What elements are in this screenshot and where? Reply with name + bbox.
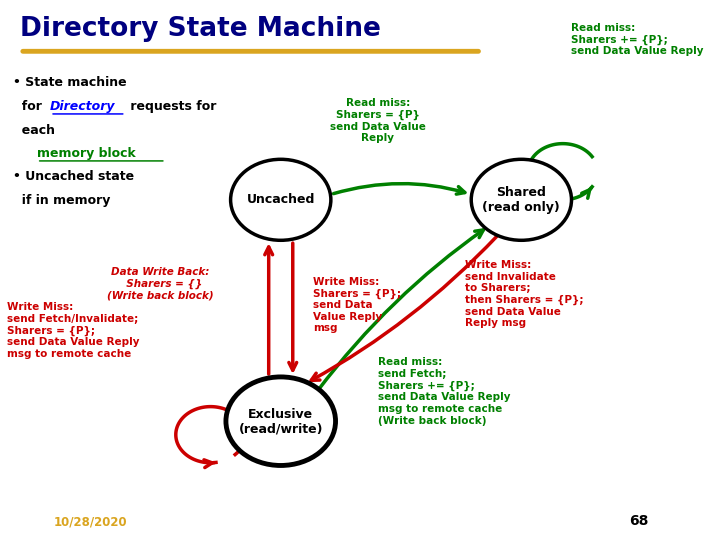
Text: 10/28/2020: 10/28/2020 bbox=[53, 515, 127, 528]
Text: • Uncached state: • Uncached state bbox=[14, 170, 135, 183]
Text: Uncached: Uncached bbox=[246, 193, 315, 206]
Text: Directory: Directory bbox=[50, 100, 116, 113]
Text: requests for: requests for bbox=[126, 100, 216, 113]
Text: Read miss:
Sharers = {P}
send Data Value
Reply: Read miss: Sharers = {P} send Data Value… bbox=[330, 98, 426, 143]
Text: Read miss:
Sharers += {P};
send Data Value Reply: Read miss: Sharers += {P}; send Data Val… bbox=[572, 23, 704, 56]
Text: • State machine: • State machine bbox=[14, 76, 127, 89]
Text: memory block: memory block bbox=[37, 147, 135, 160]
Text: Read miss:
send Fetch;
Sharers += {P};
send Data Value Reply
msg to remote cache: Read miss: send Fetch; Sharers += {P}; s… bbox=[378, 357, 510, 426]
Text: (read/write): (read/write) bbox=[238, 423, 323, 436]
Text: if in memory: if in memory bbox=[14, 194, 111, 207]
Circle shape bbox=[226, 377, 336, 465]
Text: 68: 68 bbox=[629, 514, 648, 528]
Circle shape bbox=[230, 159, 331, 240]
Text: Write Miss:
Sharers = {P};
send Data
Value Reply
msg: Write Miss: Sharers = {P}; send Data Val… bbox=[312, 277, 401, 333]
Text: each: each bbox=[14, 124, 55, 137]
Text: Write Miss:
send Invalidate
to Sharers;
then Sharers = {P};
send Data Value
Repl: Write Miss: send Invalidate to Sharers; … bbox=[464, 260, 583, 328]
Text: Exclusive: Exclusive bbox=[248, 408, 313, 421]
Text: Write Miss:
send Fetch/Invalidate;
Sharers = {P};
send Data Value Reply
msg to r: Write Miss: send Fetch/Invalidate; Share… bbox=[6, 302, 139, 359]
Text: Data Write Back:
  Sharers = {}
(Write back block): Data Write Back: Sharers = {} (Write bac… bbox=[107, 267, 214, 300]
Text: for: for bbox=[14, 100, 47, 113]
Text: (read only): (read only) bbox=[482, 201, 560, 214]
Text: Directory State Machine: Directory State Machine bbox=[20, 16, 381, 42]
Text: Shared: Shared bbox=[496, 186, 546, 199]
Circle shape bbox=[471, 159, 572, 240]
